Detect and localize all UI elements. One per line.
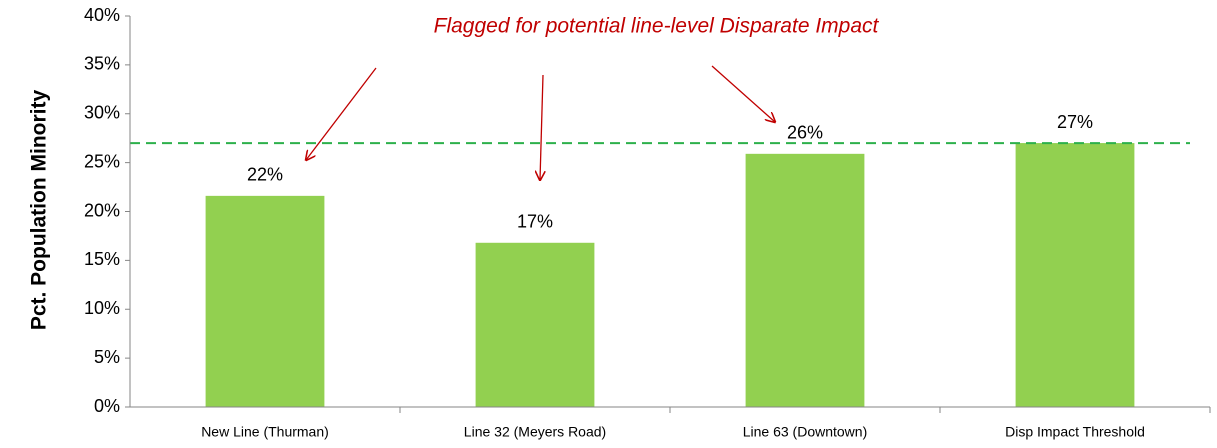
bar xyxy=(745,153,865,407)
bar xyxy=(205,195,325,407)
annotation: Flagged for potential line-level Dispara… xyxy=(434,15,880,38)
bar xyxy=(1015,143,1135,407)
arrow xyxy=(540,74,543,180)
y-tick-label: 30% xyxy=(84,103,120,123)
y-tick-label: 35% xyxy=(84,54,120,74)
y-axis-label: Pct. Population Minority xyxy=(28,90,51,331)
x-tick-label: New Line (Thurman) xyxy=(201,424,329,440)
x-tick-label: Line 32 (Meyers Road) xyxy=(464,424,606,440)
y-tick-label: 0% xyxy=(94,396,120,416)
arrow xyxy=(306,67,377,160)
y-tick-label: 20% xyxy=(84,200,120,220)
x-tick-label: Disp Impact Threshold xyxy=(1005,424,1145,440)
y-tick-label: 10% xyxy=(84,298,120,318)
y-tick-label: 15% xyxy=(84,249,120,269)
arrow xyxy=(711,65,775,122)
x-tick-label: Line 63 (Downtown) xyxy=(743,424,868,440)
value-label: 22% xyxy=(247,165,283,185)
value-label: 27% xyxy=(1057,112,1093,132)
bar xyxy=(475,242,595,407)
annotation-arrows xyxy=(306,65,775,180)
y-tick-label: 5% xyxy=(94,347,120,367)
y-tick-label: 40% xyxy=(84,5,120,25)
value-label: 26% xyxy=(787,123,823,143)
y-tick-label: 25% xyxy=(84,151,120,171)
value-label: 17% xyxy=(517,212,553,232)
